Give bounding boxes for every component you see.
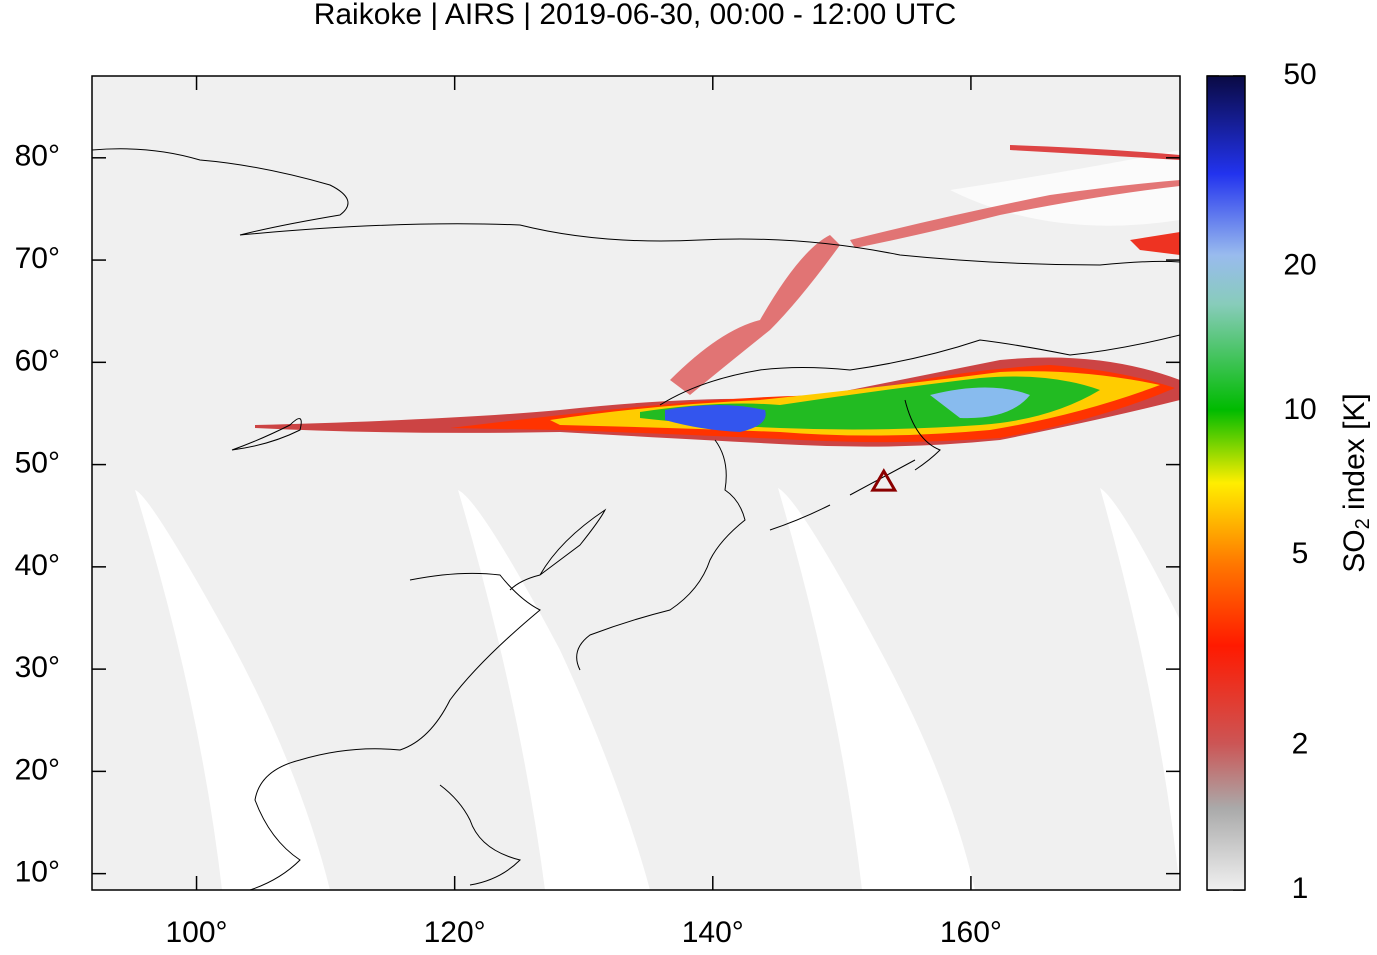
colorbar-tick-label: 50 (1283, 58, 1316, 91)
title: Raikoke | AIRS | 2019-06-30, 00:00 - 12:… (314, 0, 957, 31)
y-tick-label: 30° (15, 651, 60, 684)
colorbar-tick-label: 2 (1292, 728, 1309, 761)
colorbar-tick-label: 10 (1283, 393, 1316, 426)
swath-gap (458, 490, 650, 890)
y-tick-label: 70° (15, 242, 60, 275)
y-tick-label: 80° (15, 140, 60, 173)
colorbar-label: SO2 index [K] (1338, 393, 1374, 573)
axes: 100° 120° 140° 160° 10° 20° 30° 40° 50° 60° 70° 80°… (15, 58, 1317, 949)
y-tick-label: 40° (15, 549, 60, 582)
coastlines (92, 148, 1180, 890)
y-tick-label: 60° (15, 344, 60, 377)
x-tick-label: 140° (682, 916, 744, 949)
y-tick-label: 10° (15, 856, 60, 889)
y-tick-label: 20° (15, 753, 60, 786)
x-tick-label: 120° (424, 916, 486, 949)
y-tick-label: 50° (15, 447, 60, 480)
colorbar-tick-label: 5 (1292, 537, 1309, 570)
colorbar-label-subscript: 2 (1352, 518, 1374, 529)
x-tick-label: 160° (940, 916, 1002, 949)
swath-gap (135, 490, 330, 890)
so2-plume (255, 145, 1180, 447)
volcano-marker (870, 468, 898, 492)
swath-gap (1100, 488, 1180, 890)
map-frame (91, 75, 1181, 891)
colorbar (1206, 75, 1246, 891)
colorbar-label-text: SO (1338, 529, 1371, 572)
colorbar-label-text: index [K] (1338, 393, 1371, 518)
colorbar-tick-label: 20 (1283, 249, 1316, 282)
colorbar-tick-label: 1 (1292, 872, 1309, 905)
swath-gap (778, 488, 975, 890)
map-area (92, 76, 1180, 890)
x-tick-label: 100° (166, 916, 228, 949)
